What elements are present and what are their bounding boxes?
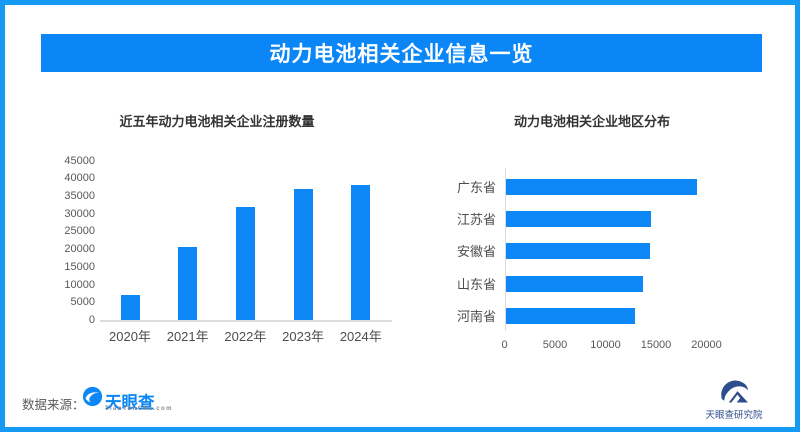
ytick-label-5000: 5000 bbox=[70, 296, 95, 309]
tianyancha-logo-text: 天眼查 bbox=[105, 394, 155, 412]
ytick-label-30000: 30000 bbox=[64, 207, 95, 220]
ytick-label-20000: 20000 bbox=[64, 243, 95, 256]
ytick-label-0: 0 bbox=[88, 314, 95, 326]
ytick-label-15000: 15000 bbox=[64, 260, 95, 273]
bar-2022年 bbox=[235, 206, 255, 320]
xcat-label-2022年: 2022年 bbox=[224, 329, 267, 344]
ycat-label-广东省: 广东省 bbox=[456, 179, 496, 195]
xtick-label-5000: 5000 bbox=[542, 339, 568, 351]
bar-山东省 bbox=[505, 275, 643, 292]
xcat-label-2024年: 2024年 bbox=[339, 329, 382, 344]
research-institute-logo bbox=[721, 380, 748, 403]
x-axis-line bbox=[100, 320, 392, 322]
xtick-label-15000: 15000 bbox=[640, 339, 672, 351]
ycat-label-江苏省: 江苏省 bbox=[456, 211, 496, 227]
ycat-label-河南省: 河南省 bbox=[456, 308, 496, 324]
xcat-label-2021年: 2021年 bbox=[166, 329, 209, 344]
tianyancha-eye-icon bbox=[82, 386, 103, 407]
tianyancha-logo-subtext: TianYanCha.com bbox=[105, 406, 173, 412]
ytick-label-35000: 35000 bbox=[64, 189, 95, 202]
bar-2023年 bbox=[293, 188, 313, 320]
y-axis-line bbox=[504, 168, 506, 331]
header-banner: 动力电池相关企业信息一览 bbox=[41, 34, 762, 72]
registration-chart-title: 近五年动力电池相关企业注册数量 bbox=[119, 114, 315, 129]
bar-河南省 bbox=[505, 307, 635, 324]
bar-江苏省 bbox=[505, 210, 651, 227]
data-source-label: 数据来源： bbox=[22, 398, 85, 412]
research-institute-label: 天眼查研究院 bbox=[705, 410, 763, 421]
ycat-label-山东省: 山东省 bbox=[456, 276, 496, 292]
xcat-label-2023年: 2023年 bbox=[282, 329, 325, 344]
ytick-label-25000: 25000 bbox=[64, 225, 95, 238]
ytick-label-10000: 10000 bbox=[64, 278, 95, 291]
xtick-label-10000: 10000 bbox=[590, 339, 621, 351]
ytick-label-45000: 45000 bbox=[64, 154, 95, 167]
xtick-label-20000: 20000 bbox=[691, 339, 722, 351]
region-chart-title: 动力电池相关企业地区分布 bbox=[513, 114, 670, 129]
xcat-label-2020年: 2020年 bbox=[109, 329, 151, 344]
bar-2020年 bbox=[120, 295, 140, 320]
bar-广东省 bbox=[505, 178, 698, 195]
bar-2024年 bbox=[351, 184, 371, 320]
page-title: 动力电池相关企业信息一览 bbox=[269, 43, 534, 66]
ytick-label-40000: 40000 bbox=[64, 172, 95, 185]
bar-安徽省 bbox=[505, 243, 650, 260]
bar-2021年 bbox=[178, 247, 198, 320]
ycat-label-安徽省: 安徽省 bbox=[456, 244, 496, 260]
xtick-label-0: 0 bbox=[501, 339, 508, 351]
